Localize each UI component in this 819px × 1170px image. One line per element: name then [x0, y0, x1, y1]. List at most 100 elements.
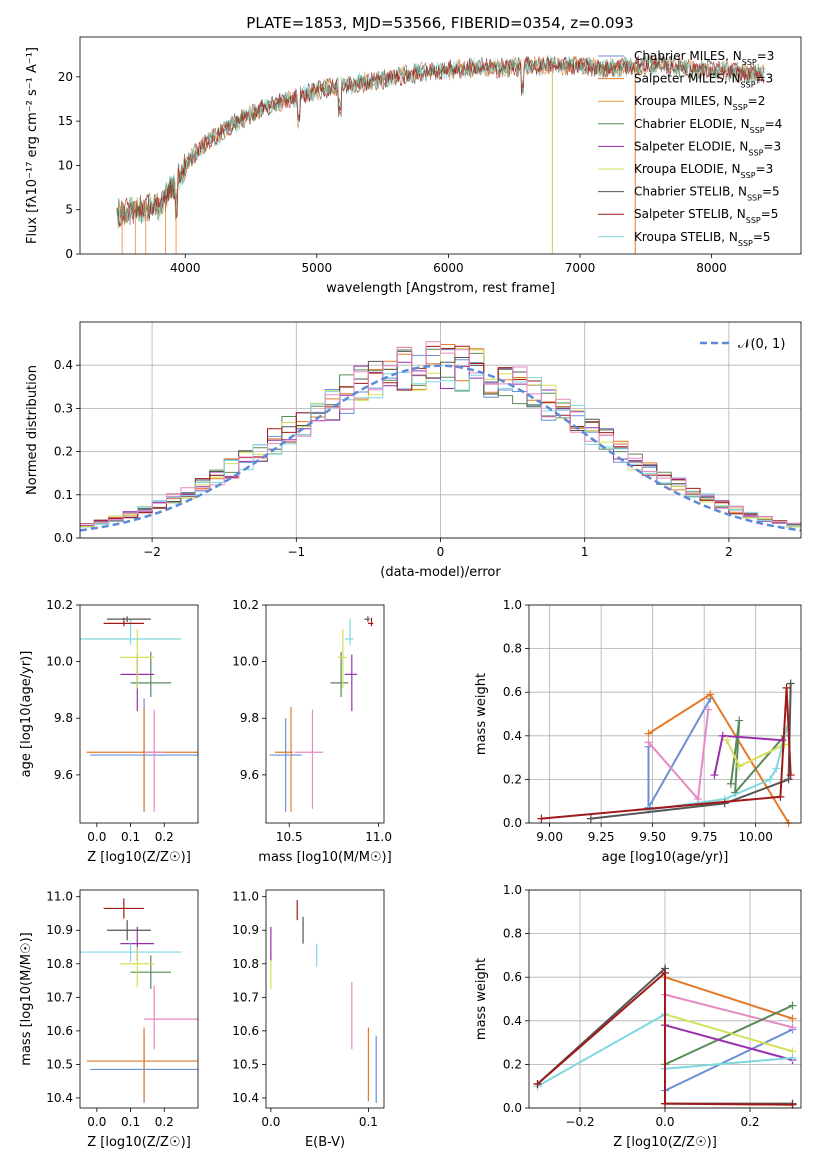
weight-point-marker	[661, 1099, 669, 1108]
z-weight-panel: −0.2 0.0 0.2 0.0 0.2 0.4 0.6 0.8 1.0 Z [log10(Z/Z…	[474, 883, 802, 1150]
weight-point-marker	[722, 736, 731, 745]
y-tick-label: 10.4	[46, 1091, 73, 1105]
x-tick-label: 6000	[433, 261, 464, 275]
age-weight-plot-area	[529, 604, 801, 827]
legend-entry: Chabrier ELODIE, NSSP=4	[634, 117, 782, 135]
z-age-x-axis-label: Z [log10(Z/Z☉)]	[87, 850, 191, 865]
ebv-mass-frame	[265, 889, 385, 1109]
weight-series-line	[729, 720, 786, 796]
y-tick-label: 0.8	[503, 642, 522, 656]
errorbar-point	[86, 1027, 198, 1102]
z-mass-x-axis-label: Z [log10(Z/Z☉)]	[87, 1135, 191, 1150]
figure-title: PLATE=1853, MJD=53566, FIBERID=0354, z=0…	[246, 14, 633, 32]
x-tick-label: 0.2	[155, 830, 174, 844]
weight-point-marker	[704, 705, 713, 714]
weight-point-marker	[533, 1080, 542, 1089]
legend-entry: Salpeter ELODIE, NSSP=3	[634, 139, 781, 157]
y-tick-label: 10.5	[46, 1057, 73, 1071]
x-tick-label: 1	[581, 545, 589, 559]
weight-point-marker	[586, 814, 595, 823]
spectrum-x-axis-label: wavelength [Angstrom, rest frame]	[326, 281, 555, 296]
weight-point-marker	[786, 771, 795, 780]
age-weight-panel: 9.00 9.25 9.50 9.75 10.00 0.0 0.2 0.4 0.6 0.8 1.0 a…	[474, 598, 802, 865]
spectrum-y-axis-label: Flux [fλ10⁻¹⁷ erg cm⁻² s⁻¹ A⁻¹]	[25, 47, 40, 244]
errorbar-point	[344, 619, 354, 645]
errorbar-point	[367, 617, 374, 627]
errorbar-point	[130, 955, 172, 989]
z-mass-panel: 0.0 0.1 0.2 10.4 10.5 10.6 10.7 10.8 10.9 11.0 Z […	[19, 889, 199, 1150]
x-tick-label: 0	[437, 545, 445, 559]
weight-point-marker	[735, 762, 744, 771]
spectrum-plot-area	[116, 53, 765, 254]
y-tick-label: 1.0	[503, 883, 522, 897]
x-tick-label: 9.25	[588, 830, 615, 844]
y-tick-label: 10.8	[232, 957, 259, 971]
x-tick-label: 10.5	[276, 830, 303, 844]
spectrum-line	[116, 53, 765, 227]
errorbar-point	[106, 920, 151, 941]
x-tick-label: 5000	[302, 261, 333, 275]
x-tick-label: 0.0	[261, 1115, 280, 1129]
x-tick-label: 0.1	[359, 1115, 378, 1129]
y-tick-label: 0.6	[503, 970, 522, 984]
y-tick-label: 10.7	[46, 990, 73, 1004]
errorbar-point	[86, 706, 198, 812]
y-tick-label: 0	[65, 247, 73, 261]
y-tick-label: 10.6	[232, 1024, 259, 1038]
spectrum-frame	[79, 36, 802, 255]
z-weight-y-axis-label: mass weight	[474, 958, 489, 1040]
legend-entry: Kroupa MILES, NSSP=2	[634, 94, 765, 112]
weight-series-line	[664, 1004, 793, 1066]
y-tick-label: 10.0	[46, 655, 73, 669]
weight-series-line	[664, 1024, 793, 1061]
z-mass-plot-area	[80, 898, 198, 1103]
y-tick-label: 0.2	[54, 445, 73, 459]
y-tick-label: 5	[65, 203, 73, 217]
mass-age-x-axis-label: mass [log10(M/M☉)]	[258, 850, 391, 865]
errorbar-point	[106, 616, 151, 622]
errorbar-point	[344, 654, 358, 712]
y-tick-label: 0.8	[503, 927, 522, 941]
errorbar-point	[103, 898, 145, 919]
x-tick-label: 7000	[565, 261, 596, 275]
residuals-x-axis-label: (data-model)/error	[380, 565, 501, 580]
z-age-panel: 0.0 0.1 0.2 9.6 9.8 10.0 10.2 Z [log10(Z/Z☉)] ag…	[19, 598, 199, 865]
weight-series-line	[664, 976, 793, 1020]
y-tick-label: 9.8	[54, 711, 73, 725]
z-age-plot-area	[80, 616, 198, 812]
x-tick-label: 0.0	[87, 830, 106, 844]
weight-series-line	[664, 1028, 793, 1092]
errorbar-point	[120, 629, 155, 689]
y-tick-label: 0.0	[503, 816, 522, 830]
y-tick-label: 0.4	[503, 1014, 522, 1028]
legend-entry: Salpeter STELIB, NSSP=5	[634, 207, 778, 225]
errorbar-point	[144, 709, 165, 812]
weight-point-marker	[718, 731, 727, 740]
weight-series-line	[541, 687, 792, 820]
x-tick-label: 8000	[696, 261, 727, 275]
errorbar-point	[364, 616, 370, 622]
weight-point-marker	[788, 1001, 797, 1010]
y-tick-label: 0.0	[54, 531, 73, 545]
weight-point-marker	[644, 729, 653, 738]
y-tick-label: 20	[58, 70, 73, 84]
weight-point-marker	[766, 775, 775, 784]
age-weight-x-axis-label: age [log10(age/yr)]	[602, 850, 729, 865]
errorbar-point	[144, 985, 198, 1050]
weight-point-marker	[788, 1100, 797, 1109]
z-age-y-axis-label: age [log10(age/yr)]	[19, 651, 34, 778]
weight-point-marker	[537, 814, 546, 823]
x-tick-label: −0.2	[565, 1115, 594, 1129]
weight-series-line	[647, 698, 712, 812]
weight-point-marker	[782, 683, 791, 692]
spectrum-line	[116, 55, 765, 229]
weight-point-marker	[710, 771, 719, 780]
x-tick-label: 4000	[170, 261, 201, 275]
weight-point-marker	[720, 799, 729, 808]
y-tick-label: 9.6	[54, 768, 73, 782]
y-tick-label: 10.0	[232, 655, 259, 669]
y-tick-label: 10.4	[232, 1091, 259, 1105]
age-weight-y-axis-label: mass weight	[474, 673, 489, 755]
ebv-mass-panel: 0.0 0.1 10.4 10.5 10.6 10.7 10.8 10.9 11.0 E(B-V)	[232, 889, 385, 1150]
normal-curve	[79, 364, 802, 532]
